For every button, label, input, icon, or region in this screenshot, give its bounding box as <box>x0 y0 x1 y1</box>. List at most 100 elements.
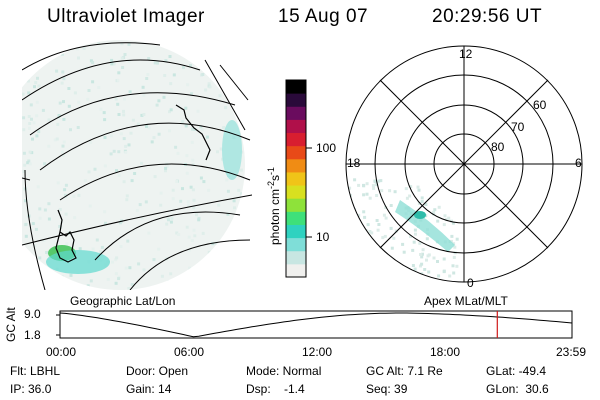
speckle <box>240 192 244 196</box>
speckle <box>63 188 67 192</box>
speckle <box>420 255 424 259</box>
speckle <box>359 249 363 253</box>
speckle <box>425 258 428 262</box>
speckle <box>204 286 208 290</box>
speckle <box>226 189 230 193</box>
speckle <box>159 191 163 195</box>
speckle <box>114 272 118 276</box>
speckle <box>22 259 23 263</box>
speckle <box>409 235 412 238</box>
colorbar-step <box>286 250 306 265</box>
speckle <box>199 125 203 129</box>
speckle <box>125 198 129 202</box>
speckle <box>168 110 171 114</box>
speckle <box>102 111 106 115</box>
speckle <box>242 271 245 275</box>
speckle <box>4 238 7 241</box>
speckle <box>376 264 379 268</box>
speckle <box>452 255 456 259</box>
speckle <box>379 253 383 257</box>
speckle <box>147 231 151 235</box>
speckle <box>353 240 357 244</box>
speckle <box>219 147 223 151</box>
speckle <box>167 280 171 284</box>
speckle <box>56 181 60 185</box>
speckle <box>86 284 90 288</box>
speckle <box>95 238 99 242</box>
speckle <box>375 194 379 197</box>
speckle <box>88 204 92 208</box>
speckle <box>82 46 86 50</box>
speckle <box>14 104 17 107</box>
speckle <box>214 241 218 245</box>
speckle <box>353 262 357 266</box>
speckle <box>226 212 230 216</box>
speckle <box>22 169 26 173</box>
speckle <box>117 277 121 281</box>
speckle <box>353 178 357 182</box>
speckle <box>1 285 4 288</box>
speckle <box>28 126 31 130</box>
speckle <box>237 188 241 192</box>
speckle <box>120 42 124 46</box>
speckle <box>230 81 234 85</box>
speckle <box>1 145 4 148</box>
speckle <box>374 251 378 255</box>
speckle <box>192 228 196 232</box>
status-filter: Flt: LBHL <box>10 364 61 378</box>
speckle <box>35 114 39 118</box>
speckle <box>194 55 198 59</box>
speckle <box>374 273 378 277</box>
speckle <box>170 216 174 220</box>
speckle <box>24 222 28 226</box>
speckle <box>99 250 103 254</box>
speckle <box>192 206 196 210</box>
speckle <box>243 84 245 88</box>
speckle <box>140 216 144 220</box>
speckle <box>7 93 10 96</box>
mlat-label-80: 80 <box>491 140 505 154</box>
speckle <box>60 81 64 85</box>
geo-grid <box>22 42 252 290</box>
speckle <box>442 270 446 274</box>
speckle <box>413 267 417 271</box>
speckle <box>212 47 216 51</box>
speckle <box>427 270 431 274</box>
speckle <box>18 95 21 98</box>
speckle <box>100 245 104 249</box>
speckle <box>191 188 195 192</box>
speckle <box>2 144 5 147</box>
speckle <box>128 266 132 270</box>
status-gain: Gain: 14 <box>126 382 172 396</box>
speckle <box>363 215 367 219</box>
speckle <box>362 210 366 214</box>
speckle <box>9 49 12 52</box>
speckle <box>118 221 122 225</box>
speckle <box>352 262 355 266</box>
speckle <box>163 74 167 77</box>
speckle <box>392 236 396 240</box>
speckle <box>179 199 183 203</box>
speckle <box>167 218 170 222</box>
colorbar-step <box>286 80 306 94</box>
speckle <box>123 53 127 56</box>
speckle <box>377 223 381 226</box>
speckle <box>381 236 385 240</box>
speckle <box>91 247 95 251</box>
speckle <box>29 103 33 107</box>
speckle <box>442 257 446 261</box>
speckle <box>174 45 178 49</box>
speckle <box>455 264 459 268</box>
speckle <box>196 268 200 272</box>
speckle <box>0 162 3 165</box>
speckle <box>201 73 205 76</box>
speckle <box>213 267 217 271</box>
speckle <box>188 46 192 50</box>
speckle <box>127 287 131 290</box>
speckle <box>31 137 34 141</box>
speckle <box>377 179 381 183</box>
speckle <box>130 179 134 183</box>
speckle <box>246 106 249 109</box>
speckle <box>56 122 60 126</box>
speckle <box>185 171 189 175</box>
